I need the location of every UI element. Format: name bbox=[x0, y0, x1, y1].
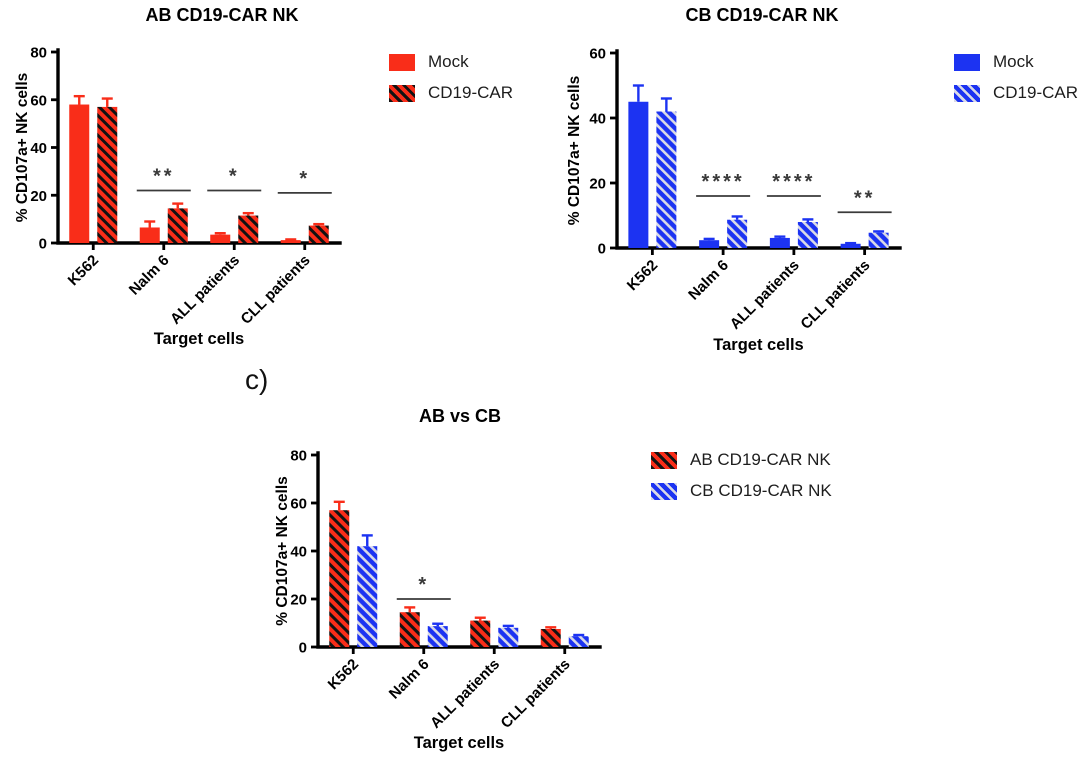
legend-label-mock: Mock bbox=[993, 52, 1034, 71]
bar-mock-0 bbox=[69, 104, 90, 244]
bar-mock-1 bbox=[139, 227, 160, 243]
legend-entry-cd19-car: CD19-CAR bbox=[389, 83, 513, 103]
y-tick-label: 20 bbox=[30, 188, 47, 205]
bar-cb-cd19-car-nk-1 bbox=[427, 626, 448, 647]
category-label: K562 bbox=[65, 252, 102, 289]
significance-stars: **** bbox=[772, 171, 815, 193]
chart-title: AB vs CB bbox=[419, 406, 501, 426]
y-tick-label: 40 bbox=[290, 544, 307, 561]
legend-entry-cb-car-nk: CB CD19-CAR NK bbox=[651, 481, 832, 501]
y-tick-label: 60 bbox=[290, 496, 307, 513]
bar-mock-3 bbox=[840, 243, 861, 248]
bar-cb-cd19-car-nk-0 bbox=[357, 546, 378, 647]
bar-mock-1 bbox=[699, 240, 720, 248]
category-label: ALL patients bbox=[427, 656, 503, 732]
bar-cd19-car-3 bbox=[308, 225, 329, 243]
y-tick-label: 80 bbox=[30, 45, 47, 62]
chart-title: AB CD19-CAR NK bbox=[145, 5, 298, 25]
category-label: K562 bbox=[624, 257, 661, 294]
legend-swatch-red-hatched bbox=[389, 84, 415, 102]
bar-mock-3 bbox=[280, 240, 301, 243]
y-tick-label: 80 bbox=[290, 448, 307, 465]
bar-ab-cd19-car-nk-0 bbox=[329, 510, 350, 647]
legend-ab-vs-cb-chart: AB CD19-CAR NK CB CD19-CAR NK bbox=[651, 450, 832, 512]
legend-entry-mock: Mock bbox=[954, 52, 1078, 72]
y-axis-label: % CD107a+ NK cells bbox=[566, 76, 583, 225]
bar-cd19-car-1 bbox=[167, 208, 188, 243]
legend-ab-chart: Mock CD19-CAR bbox=[389, 52, 513, 114]
legend-cb-chart: Mock CD19-CAR bbox=[954, 52, 1078, 114]
legend-swatch-red-hatched bbox=[651, 451, 677, 469]
significance-stars: * bbox=[418, 574, 429, 596]
category-label: CLL patients bbox=[498, 656, 574, 732]
panel-label-c: c) bbox=[245, 364, 269, 395]
category-label: Nalm 6 bbox=[126, 252, 173, 299]
bar-cb-cd19-car-nk-2 bbox=[498, 627, 519, 647]
category-label: Nalm 6 bbox=[685, 257, 732, 304]
chart-canvas: CB CD19-CAR NK % CD107a+ NK cells 0 20 40 60 *… bbox=[566, 5, 902, 354]
bar-cd19-car-2 bbox=[238, 215, 259, 243]
y-tick-label: 40 bbox=[30, 140, 47, 157]
legend-swatch-red-solid bbox=[389, 53, 415, 71]
legend-entry-cd19-car: CD19-CAR bbox=[954, 83, 1078, 103]
bar-cb-cd19-car-nk-3 bbox=[568, 636, 589, 647]
category-label: ALL patients bbox=[167, 252, 243, 328]
bar-ab-cd19-car-nk-3 bbox=[540, 629, 561, 647]
legend-swatch-blue-solid bbox=[954, 53, 980, 71]
category-label: K562 bbox=[325, 656, 362, 693]
bar-cd19-car-2 bbox=[797, 222, 818, 248]
y-tick-label: 0 bbox=[299, 640, 307, 657]
legend-entry-mock: Mock bbox=[389, 52, 513, 72]
x-axis-label: Target cells bbox=[154, 330, 244, 348]
y-tick-label: 0 bbox=[598, 241, 606, 258]
significance-stars: **** bbox=[702, 171, 745, 193]
significance-stars: * bbox=[229, 165, 240, 187]
legend-swatch-blue-hatched bbox=[954, 84, 980, 102]
bar-ab-cd19-car-nk-1 bbox=[399, 612, 420, 647]
chart-ab-cd19-car-nk: AB CD19-CAR NK % CD107a+ NK cells 0 20 40 60 8… bbox=[0, 0, 440, 362]
legend-entry-ab-car-nk: AB CD19-CAR NK bbox=[651, 450, 832, 470]
significance-stars: ** bbox=[153, 165, 175, 187]
category-label: Nalm 6 bbox=[386, 656, 433, 703]
chart-canvas: AB CD19-CAR NK % CD107a+ NK cells 0 20 40 60 8… bbox=[14, 5, 342, 348]
category-label: CLL patients bbox=[238, 252, 314, 328]
significance-stars: ** bbox=[854, 187, 876, 209]
bar-cd19-car-1 bbox=[727, 219, 748, 248]
legend-label-cd19-car: CD19-CAR bbox=[993, 83, 1079, 102]
bar-mock-2 bbox=[210, 234, 231, 243]
category-label: ALL patients bbox=[727, 257, 803, 333]
legend-label-cb-car-nk: CB CD19-CAR NK bbox=[690, 481, 832, 500]
legend-swatch-blue-hatched bbox=[651, 482, 677, 500]
chart-ab-vs-cb: AB vs CB % CD107a+ NK cells 0 20 40 60 80 * K562… bbox=[270, 378, 710, 760]
x-axis-label: Target cells bbox=[414, 734, 504, 752]
legend-label-ab-car-nk: AB CD19-CAR NK bbox=[690, 450, 831, 469]
significance-stars: * bbox=[299, 168, 310, 190]
legend-label-mock: Mock bbox=[428, 52, 469, 71]
bar-cd19-car-0 bbox=[656, 111, 677, 248]
bar-cd19-car-3 bbox=[868, 232, 889, 248]
y-tick-label: 0 bbox=[39, 236, 47, 253]
y-axis-label: % CD107a+ NK cells bbox=[274, 476, 291, 625]
bar-ab-cd19-car-nk-2 bbox=[470, 620, 491, 647]
y-tick-label: 60 bbox=[30, 92, 47, 109]
bar-mock-2 bbox=[769, 237, 790, 248]
y-tick-label: 60 bbox=[589, 46, 606, 63]
legend-label-cd19-car: CD19-CAR bbox=[428, 83, 514, 102]
chart-cb-cd19-car-nk: CB CD19-CAR NK % CD107a+ NK cells 0 20 40 60 *… bbox=[540, 0, 980, 366]
chart-title: CB CD19-CAR NK bbox=[685, 5, 838, 25]
chart-canvas: AB vs CB % CD107a+ NK cells 0 20 40 60 80 * K562… bbox=[274, 406, 602, 752]
x-axis-label: Target cells bbox=[713, 336, 803, 354]
y-axis-label: % CD107a+ NK cells bbox=[14, 73, 31, 222]
y-tick-label: 20 bbox=[290, 592, 307, 609]
y-tick-label: 20 bbox=[589, 176, 606, 193]
bar-mock-0 bbox=[628, 101, 649, 248]
bar-cd19-car-0 bbox=[97, 106, 118, 243]
y-tick-label: 40 bbox=[589, 111, 606, 128]
category-label: CLL patients bbox=[797, 257, 873, 333]
